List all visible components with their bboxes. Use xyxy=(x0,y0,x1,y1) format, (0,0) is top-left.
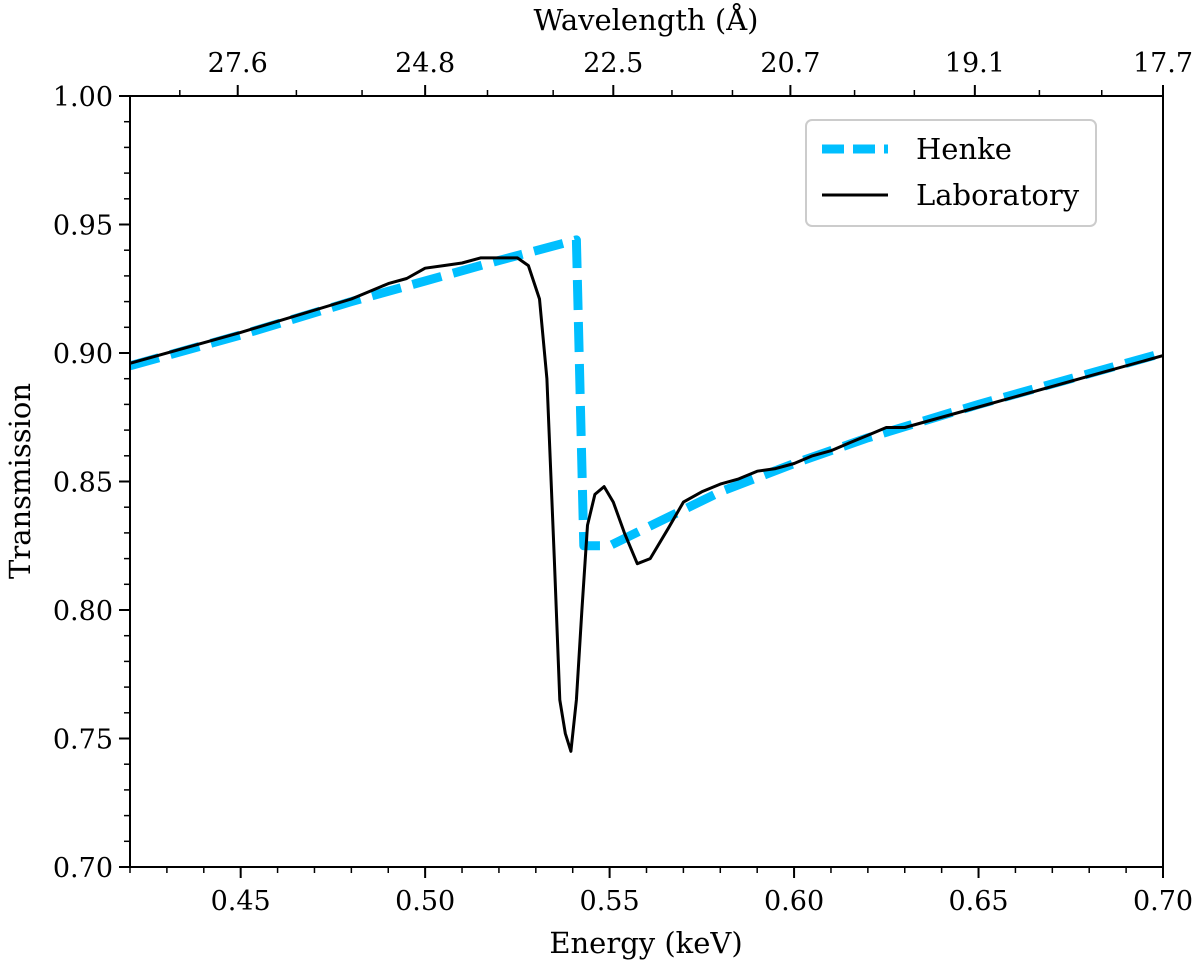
series-line-laboratory xyxy=(130,256,1163,753)
y-tick-label: 0.95 xyxy=(53,211,113,242)
series-line-henke xyxy=(130,235,1163,551)
legend: Henke Laboratory xyxy=(805,119,1097,227)
top-tick-label: 27.6 xyxy=(208,48,268,79)
left-y-axis: 0.70 0.75 0.80 0.85 0.90 0.95 1.00 xyxy=(53,82,130,884)
y-tick-label: 0.90 xyxy=(53,339,113,370)
x-axis-title: Energy (keV) xyxy=(549,926,742,960)
y-tick-label: 0.75 xyxy=(53,725,113,756)
top-tick-label: 20.7 xyxy=(760,48,820,79)
x-tick-label: 0.65 xyxy=(948,886,1008,917)
y-axis-title: Transmission xyxy=(3,383,37,579)
top-wavelength-axis: 27.6 24.8 22.5 20.7 19.1 17.7 xyxy=(179,48,1193,96)
y-tick-label: 0.85 xyxy=(53,468,113,499)
x-tick-label: 0.60 xyxy=(764,886,824,917)
legend-henke-label: Henke xyxy=(916,132,1012,166)
top-tick-label: 24.8 xyxy=(395,48,455,79)
series-layer xyxy=(130,235,1163,753)
x-tick-label: 0.55 xyxy=(580,886,640,917)
top-tick-label: 17.7 xyxy=(1133,48,1193,79)
x-tick-label: 0.50 xyxy=(395,886,455,917)
top-tick-label: 19.1 xyxy=(945,48,1005,79)
y-tick-label: 0.70 xyxy=(53,853,113,884)
y-tick-label: 1.00 xyxy=(53,82,113,113)
x-tick-label: 0.70 xyxy=(1133,886,1193,917)
y-tick-label: 0.80 xyxy=(53,596,113,627)
bottom-x-axis: 0.45 0.50 0.55 0.60 0.65 0.70 xyxy=(129,867,1193,917)
top-tick-label: 22.5 xyxy=(583,48,643,79)
x-tick-label: 0.45 xyxy=(211,886,271,917)
top-axis-title: Wavelength (Å) xyxy=(534,2,759,37)
legend-frame xyxy=(805,119,1097,227)
legend-laboratory-label: Laboratory xyxy=(916,178,1080,212)
